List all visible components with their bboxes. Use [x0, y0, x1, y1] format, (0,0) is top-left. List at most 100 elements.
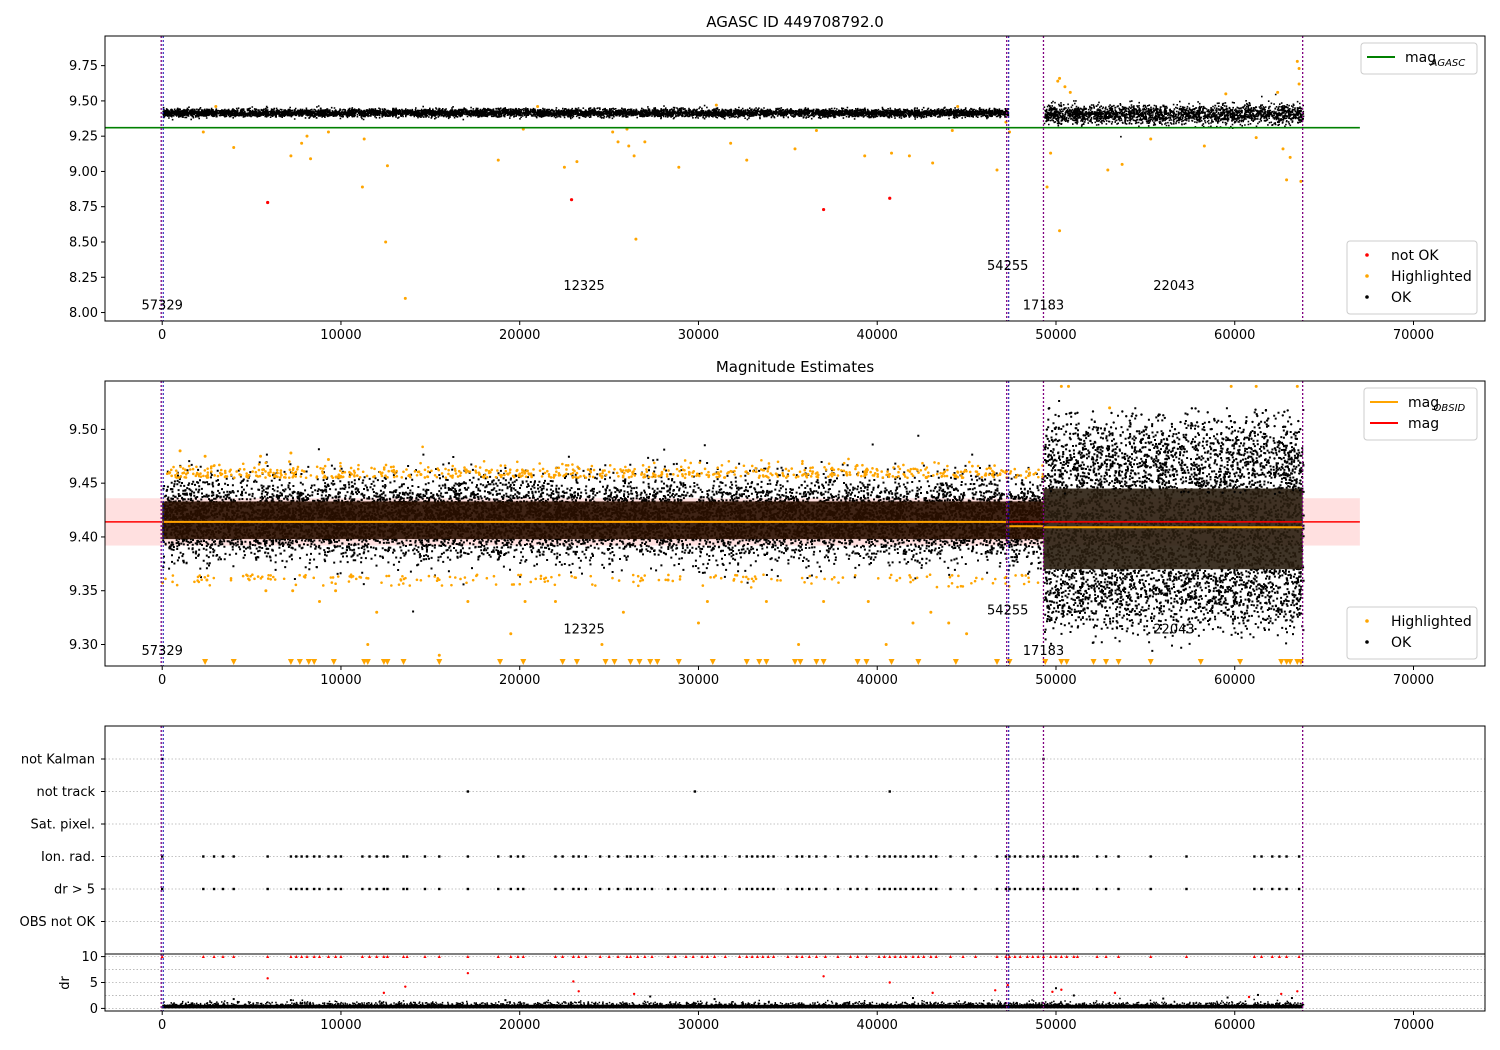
clipped-low-marker [305, 659, 312, 665]
highlighted-point [947, 584, 950, 588]
highlighted-point [229, 473, 233, 477]
highlighted-point [892, 466, 895, 469]
clipped-low-marker [1278, 659, 1285, 665]
flag-point [1149, 855, 1152, 858]
highlighted-point [520, 468, 524, 472]
highlighted-point [687, 470, 691, 474]
flag-point [572, 855, 575, 858]
highlighted-point [276, 475, 279, 479]
highlighted-point [267, 573, 270, 577]
ok-point [1194, 407, 1197, 410]
y-tick-label: 9.50 [69, 423, 98, 438]
ok-point [1057, 414, 1060, 418]
highlighted-point [1027, 580, 1031, 584]
ok-point [1265, 423, 1268, 426]
highlighted-point [677, 165, 681, 169]
flag-point [616, 887, 620, 891]
ok-point [1063, 492, 1067, 495]
ok-point [1087, 476, 1090, 480]
clipped-low-marker [497, 659, 504, 665]
flag-point [650, 855, 654, 858]
highlighted-point [1056, 79, 1060, 83]
highlighted-point [745, 158, 749, 162]
highlighted-point [591, 475, 595, 479]
dr-clipped-high-marker [745, 954, 749, 958]
ok-point [1130, 414, 1133, 418]
highlighted-point [621, 610, 625, 614]
highlighted-point [517, 474, 520, 477]
flag-point [1253, 887, 1256, 891]
ok-point [1233, 472, 1236, 476]
dr-clipped-high-marker [771, 954, 776, 958]
highlighted-point [304, 573, 307, 577]
dr-not-ok-point [632, 992, 636, 996]
highlighted-point [515, 460, 519, 464]
ok-point [1273, 424, 1276, 428]
highlighted-point [167, 470, 171, 474]
flag-point [386, 855, 389, 858]
highlighted-point [538, 469, 542, 472]
dr-clipped-high-marker [628, 954, 633, 958]
highlighted-point [541, 467, 545, 471]
highlighted-point [498, 473, 501, 477]
y-tick-label: 9.35 [69, 584, 98, 599]
ok-point [1167, 434, 1171, 438]
flag-point [636, 855, 639, 858]
highlighted-point [253, 466, 256, 470]
highlighted-point [707, 475, 710, 479]
y-tick-label: 9.25 [69, 130, 98, 145]
flag-point [745, 855, 748, 858]
highlighted-point [408, 584, 412, 587]
ok-point [1069, 453, 1072, 457]
highlighted-point [492, 574, 496, 578]
flag-point [974, 887, 977, 891]
highlighted-point [544, 576, 548, 580]
highlighted-point [633, 467, 636, 471]
highlighted-point [665, 475, 669, 478]
highlighted-point [770, 577, 773, 581]
highlighted-point [902, 472, 906, 476]
ok-point [1125, 484, 1128, 488]
highlighted-point [253, 577, 256, 581]
segment-count-label: 57329 [142, 644, 183, 659]
highlighted-point [723, 476, 727, 479]
highlighted-point [569, 472, 573, 476]
highlighted-point [195, 472, 199, 476]
dr-clipped-high-marker [160, 954, 164, 958]
flag-point [368, 855, 371, 858]
highlighted-point [941, 472, 945, 475]
highlighted-point [198, 574, 202, 577]
highlighted-point [1285, 178, 1289, 182]
highlighted-point [257, 468, 261, 472]
x-tick-label: 70000 [1393, 1018, 1434, 1033]
highlighted-point [392, 465, 395, 469]
dr-clipped-high-marker [305, 954, 309, 958]
highlighted-point [288, 460, 291, 463]
highlighted-point [206, 476, 210, 479]
highlighted-point [181, 467, 185, 470]
highlighted-point [754, 466, 758, 470]
highlighted-point [916, 468, 919, 472]
highlighted-point [575, 160, 579, 164]
highlighted-point [503, 464, 507, 467]
highlighted-point [962, 470, 966, 474]
ok-point [1255, 412, 1258, 416]
highlighted-point [827, 462, 831, 465]
highlighted-point [990, 473, 994, 476]
highlighted-point [790, 467, 794, 470]
highlighted-point [961, 476, 965, 479]
dr-clipped-high-marker [888, 954, 892, 958]
ok-point [1103, 427, 1107, 430]
dr-clipped-high-marker [577, 954, 581, 958]
highlighted-point [830, 467, 833, 471]
highlighted-point [898, 467, 902, 471]
highlighted-point [600, 476, 604, 479]
flag-point [1031, 855, 1034, 858]
highlighted-point [527, 472, 530, 475]
dr-clipped-high-marker [705, 954, 710, 958]
highlighted-point [837, 581, 840, 584]
highlighted-point [284, 476, 287, 479]
highlighted-point [753, 575, 757, 578]
flag-point [1104, 855, 1108, 858]
